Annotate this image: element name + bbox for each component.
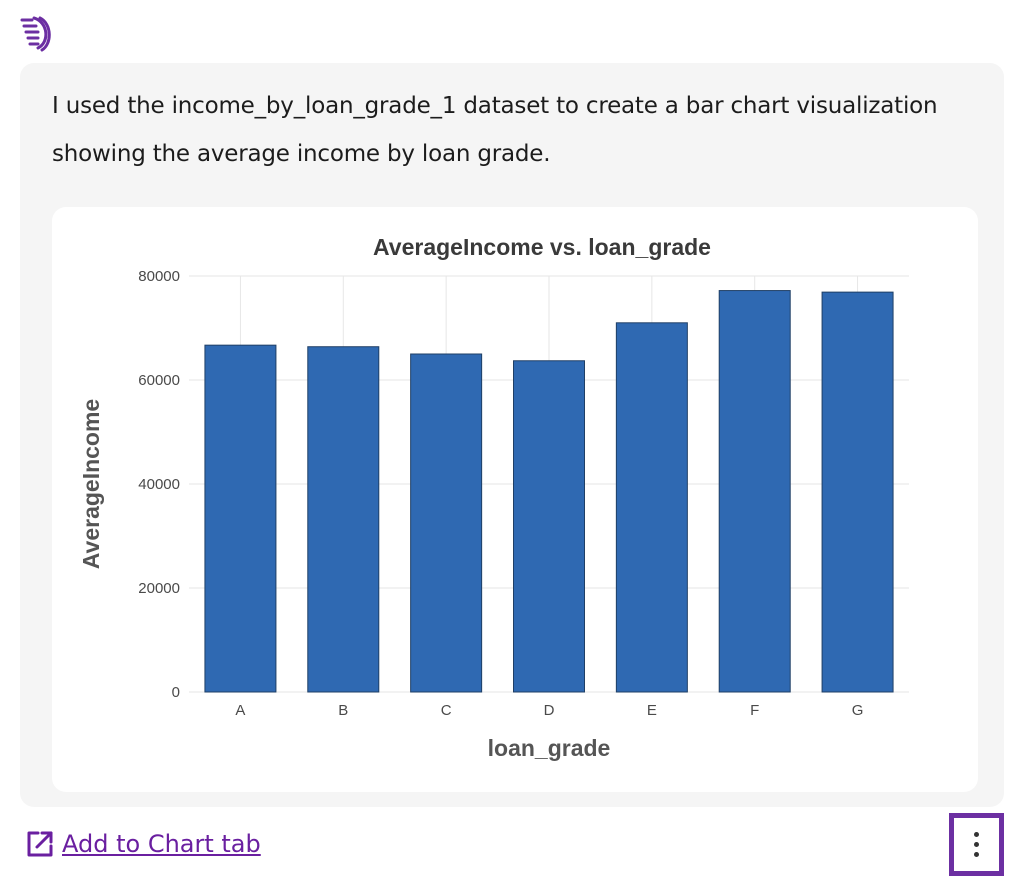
bar-f <box>718 290 791 693</box>
x-axis-label: loan_grade <box>488 735 611 761</box>
x-tick-label: G <box>852 702 864 719</box>
more-vertical-icon <box>974 832 979 857</box>
bar-c <box>410 353 483 693</box>
add-to-chart-link[interactable]: Add to Chart tab <box>24 826 261 862</box>
assistant-logo-icon <box>20 16 51 52</box>
x-tick-label: C <box>441 702 452 719</box>
x-tick-label: A <box>235 702 245 719</box>
chart-title: AverageIncome vs. loan_grade <box>373 234 711 260</box>
open-external-icon <box>27 831 53 857</box>
bar-a <box>204 344 277 693</box>
bar-b <box>307 346 380 693</box>
y-tick-label: 40000 <box>138 476 180 493</box>
x-tick-label: B <box>338 702 348 719</box>
y-tick-label: 0 <box>172 684 180 701</box>
assistant-message-text: I used the income_by_loan_grade_1 datase… <box>52 93 938 167</box>
x-tick-label: F <box>750 702 759 719</box>
y-tick-label: 60000 <box>138 372 180 389</box>
more-options-button[interactable] <box>949 813 1004 876</box>
x-tick-label: D <box>544 702 555 719</box>
add-to-chart-label[interactable]: Add to Chart tab <box>62 830 261 858</box>
bar-e <box>615 322 688 693</box>
y-tick-label: 80000 <box>138 268 180 285</box>
x-tick-label: E <box>647 702 657 719</box>
chart-card: 0 20000 40000 60000 80000 A B C D E F G AverageIncom… <box>52 207 978 792</box>
bar-g <box>821 291 894 693</box>
y-axis-label: AverageIncome <box>78 399 104 569</box>
y-tick-label: 20000 <box>138 580 180 597</box>
bar-chart: 0 20000 40000 60000 80000 A B C D E F G AverageIncom… <box>78 234 909 761</box>
bar-d <box>513 360 585 693</box>
